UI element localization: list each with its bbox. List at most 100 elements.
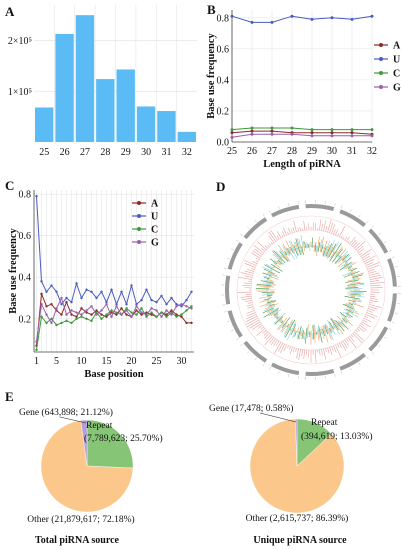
- signal-spike: [344, 279, 360, 284]
- data-point: [290, 14, 294, 18]
- signal-spike: [331, 317, 344, 335]
- data-point: [135, 313, 138, 316]
- signal-spike: [266, 292, 275, 294]
- signal-spike: [261, 293, 273, 296]
- density-bar: [359, 325, 367, 331]
- density-bar: [365, 314, 375, 319]
- x-tick-label: 27: [80, 147, 90, 158]
- signal-spike: [281, 325, 287, 333]
- data-point: [40, 292, 43, 296]
- density-bar: [346, 338, 350, 343]
- y-tick-label: 0.2: [217, 106, 230, 117]
- data-point: [310, 134, 314, 138]
- density-bar: [350, 334, 354, 338]
- data-point: [125, 303, 128, 306]
- density-bar: [361, 321, 371, 328]
- density-bar: [369, 302, 373, 304]
- data-point: [170, 296, 173, 300]
- signal-spike: [280, 322, 288, 332]
- band-tick: [268, 366, 271, 370]
- signal-spike: [273, 262, 281, 268]
- band-tick: [366, 356, 369, 360]
- signal-spike: [279, 319, 282, 322]
- legend-marker: [379, 85, 383, 89]
- signal-spike: [273, 266, 276, 269]
- signal-spike: [333, 319, 340, 328]
- chromosome-band: [227, 310, 243, 338]
- density-bar: [319, 349, 321, 356]
- signal-spike: [278, 322, 285, 330]
- x-tick-label: 28: [287, 146, 297, 157]
- signal-spike: [268, 310, 279, 317]
- signal-spike: [326, 240, 335, 257]
- density-bar: [329, 346, 333, 356]
- y-tick-label: 0.8: [19, 190, 32, 201]
- signal-spike: [281, 320, 284, 324]
- panel-letter-e: E: [5, 389, 14, 404]
- data-point: [95, 309, 98, 312]
- density-bar: [347, 337, 357, 349]
- panel-letter-c: C: [5, 178, 14, 193]
- chromosome-band: [270, 204, 300, 218]
- density-bar: [327, 347, 330, 354]
- signal-spike: [332, 325, 335, 329]
- legend-marker: [379, 57, 383, 61]
- data-point: [45, 321, 48, 325]
- data-point: [100, 313, 103, 316]
- density-bar: [276, 235, 280, 240]
- data-point: [80, 296, 83, 300]
- signal-spike: [343, 263, 348, 267]
- data-point: [190, 321, 193, 325]
- other-label: Other (21,879,617; 72.18%): [27, 514, 134, 525]
- legend-label: A: [151, 199, 159, 210]
- density-bar: [362, 255, 371, 261]
- signal-spike: [272, 253, 285, 265]
- density-bar: [273, 339, 278, 346]
- signal-spike: [346, 311, 350, 314]
- signal-spike: [313, 244, 315, 253]
- bar: [75, 15, 95, 143]
- data-point: [115, 305, 118, 308]
- signal-spike: [325, 243, 332, 257]
- density-bar: [368, 306, 378, 310]
- signal-spike: [339, 261, 352, 271]
- signal-spike: [352, 274, 363, 278]
- density-bar: [246, 312, 256, 317]
- signal-spike: [344, 295, 360, 300]
- signal-spike: [279, 249, 290, 262]
- signal-spike: [262, 275, 272, 279]
- signal-spike: [326, 246, 334, 259]
- density-bar: [367, 269, 375, 272]
- density-bar: [246, 304, 253, 307]
- series-line-u: [36, 196, 192, 307]
- density-bar: [287, 345, 289, 349]
- band-tick: [226, 320, 230, 323]
- signal-spike: [289, 329, 292, 332]
- data-point: [270, 132, 274, 136]
- signal-spike: [284, 251, 288, 256]
- signal-spike: [300, 234, 304, 248]
- signal-spike: [270, 309, 282, 317]
- signal-spike: [327, 320, 336, 336]
- density-bar: [331, 346, 334, 351]
- signal-spike: [293, 242, 300, 257]
- signal-spike: [302, 240, 306, 251]
- data-point: [75, 317, 78, 320]
- density-bar: [265, 334, 272, 341]
- data-point: [350, 128, 354, 132]
- series-line-c: [231, 127, 372, 131]
- band-tick: [371, 225, 375, 228]
- legend-marker: [137, 214, 141, 218]
- density-bar: [283, 344, 287, 352]
- signal-spike: [320, 326, 325, 340]
- signal-spike: [265, 282, 276, 285]
- signal-spike: [348, 299, 356, 303]
- signal-spike: [347, 284, 365, 287]
- signal-spike: [275, 316, 279, 319]
- density-bar: [352, 241, 358, 248]
- pie-slice-repeat: [86, 419, 134, 469]
- signal-spike: [347, 294, 366, 298]
- data-point: [100, 309, 103, 312]
- data-point: [185, 309, 188, 312]
